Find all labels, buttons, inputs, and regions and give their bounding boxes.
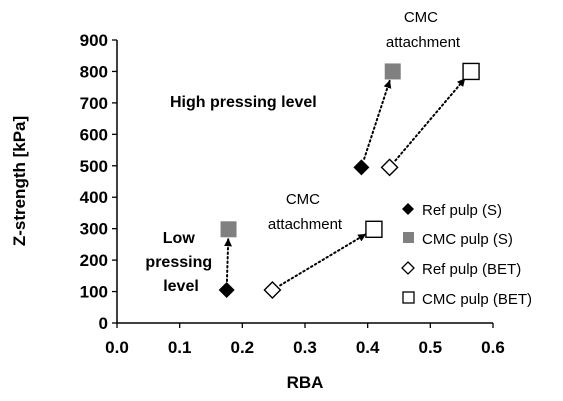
legend-marker-cmc-pulp-s [403, 232, 414, 243]
annotation-high-pressing: High pressing level [170, 94, 317, 111]
x-tick-label: 0.5 [419, 338, 443, 357]
legend-marker-ref-pulp-bet [401, 261, 415, 275]
x-tick-label: 0.3 [293, 338, 317, 357]
legend: Ref pulp (S) CMC pulp (S) Ref pulp (BET)… [401, 202, 532, 308]
arrows-layer [224, 78, 466, 287]
dotted-arrow [363, 79, 392, 160]
annotation-cmc-mid: CMC attachment [268, 191, 343, 233]
annotation-low-pressing: Low pressing level [145, 230, 216, 295]
annotation-low-line-2: pressing [145, 254, 212, 271]
y-tick-label: 0 [99, 314, 108, 333]
dotted-arrow [279, 233, 367, 287]
y-tick-label: 200 [80, 251, 108, 270]
data-points-layer [218, 62, 480, 299]
x-tick-label: 0.6 [481, 338, 505, 357]
legend-label-ref-pulp-bet: Ref pulp (BET) [422, 261, 521, 278]
y-tick-label: 500 [80, 157, 108, 176]
data-point [384, 63, 401, 80]
annotation-low-line-1: Low [163, 230, 196, 247]
annotation-cmc-top: CMC attachment [386, 9, 461, 51]
y-tick-label: 400 [80, 188, 108, 207]
legend-marker-cmc-pulp-bet [402, 291, 415, 304]
x-axis-ticks: 0.0 0.1 0.2 0.3 0.4 0.5 0.6 [105, 323, 505, 357]
x-tick-label: 0.0 [105, 338, 129, 357]
data-point [218, 281, 235, 298]
dotted-arrow [394, 78, 466, 162]
annotation-cmc-mid-line-1: CMC [286, 191, 320, 208]
y-tick-label: 800 [80, 62, 108, 81]
y-tick-label: 700 [80, 94, 108, 113]
y-axis-title: Z-strength [kPa] [10, 116, 29, 246]
data-point [380, 158, 399, 177]
y-tick-label: 600 [80, 125, 108, 144]
data-point [220, 221, 237, 238]
data-point [365, 220, 383, 238]
x-tick-label: 0.2 [231, 338, 255, 357]
x-axis-title: RBA [287, 373, 324, 392]
data-point [353, 159, 370, 176]
annotation-low-line-3: level [163, 278, 199, 295]
y-axis-ticks: 0 100 200 300 400 500 600 700 800 900 [80, 31, 117, 333]
x-tick-label: 0.4 [356, 338, 380, 357]
dotted-arrow [224, 238, 233, 282]
data-point [462, 62, 480, 81]
y-tick-label: 300 [80, 220, 108, 239]
legend-label-ref-pulp-s: Ref pulp (S) [422, 202, 502, 219]
legend-marker-ref-pulp-s [402, 203, 414, 215]
annotation-cmc-mid-line-2: attachment [268, 216, 343, 233]
y-tick-label: 100 [80, 283, 108, 302]
annotation-cmc-top-line-1: CMC [404, 9, 438, 26]
legend-label-cmc-pulp-s: CMC pulp (S) [422, 231, 513, 248]
data-point [263, 280, 282, 299]
legend-label-cmc-pulp-bet: CMC pulp (BET) [422, 291, 532, 308]
annotation-cmc-top-line-2: attachment [386, 34, 461, 51]
y-tick-label: 900 [80, 31, 108, 50]
x-tick-label: 0.1 [168, 338, 192, 357]
